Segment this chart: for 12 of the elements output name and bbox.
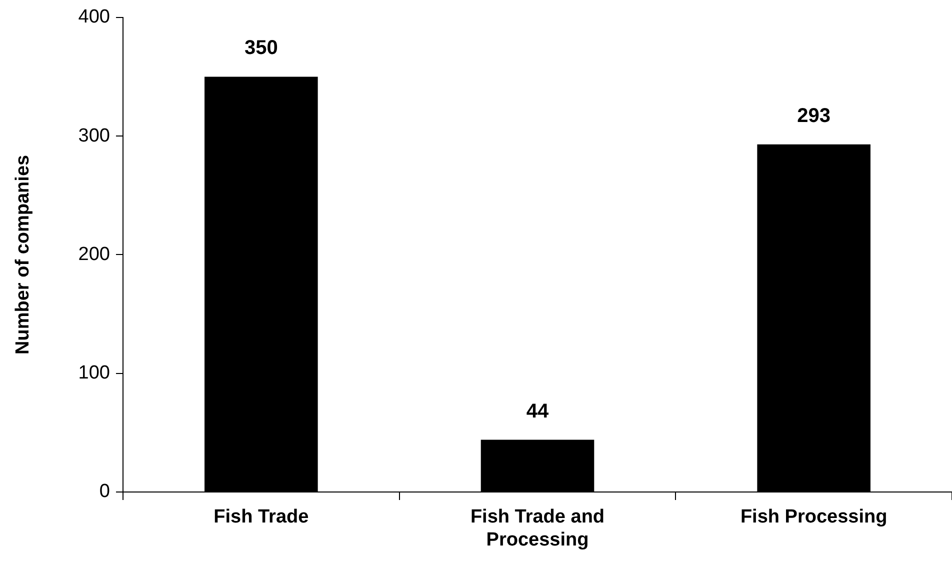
y-tick-label: 400 [78,6,110,28]
y-tick-label: 200 [78,244,110,265]
y-tick-label: 300 [78,125,110,146]
x-tick-label: Fish Trade and Processing [470,506,605,550]
x-tick-label: Fish Processing [740,506,888,528]
y-axis-title: Number of companies [12,154,34,354]
y-tick-label: 100 [78,362,110,384]
y-tick-label: 0 [99,481,110,502]
x-tick-label: Fish Trade [214,506,309,528]
data-label: 293 [797,104,831,127]
data-label: 350 [244,37,278,60]
data-label: 44 [526,400,550,422]
